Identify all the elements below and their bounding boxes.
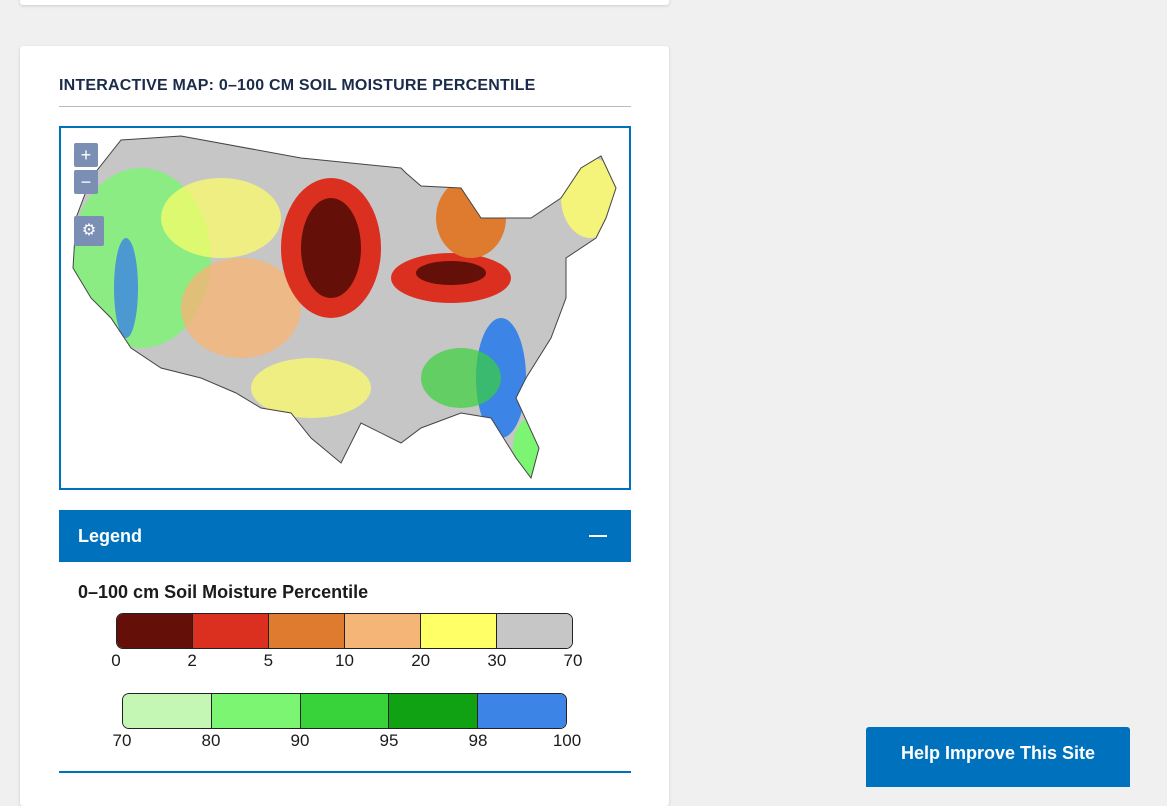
scale-swatch [421, 614, 497, 648]
scale-tick-label: 20 [411, 651, 431, 670]
scale-tick-label: 70 [563, 651, 583, 670]
legend-title: 0–100 cm Soil Moisture Percentile [78, 582, 369, 602]
us-map [72, 135, 617, 480]
zoom-in-button[interactable]: + [74, 143, 98, 167]
map-title: INTERACTIVE MAP: 0–100 CM SOIL MOISTURE … [59, 77, 536, 94]
scale-swatch [117, 614, 193, 648]
scale-tick-label: 70 [112, 731, 132, 750]
scale-swatch [211, 694, 301, 728]
wet-color-scale [122, 693, 567, 729]
us-outline [72, 135, 617, 480]
scale-tick-label: 10 [335, 651, 354, 670]
scale-tick-label: 2 [187, 651, 197, 670]
soil-moisture-map[interactable]: + − ⚙ [59, 126, 631, 490]
scale-tick-label: 80 [201, 731, 221, 750]
scale-swatch [345, 614, 421, 648]
zoom-out-button[interactable]: − [74, 170, 98, 194]
scale-tick-label: 5 [263, 651, 274, 670]
scale-tick-label: 30 [487, 651, 507, 670]
help-improve-button[interactable]: Help Improve This Site [866, 727, 1130, 787]
scale-swatch [193, 614, 269, 648]
divider [59, 106, 631, 107]
scale-swatch [389, 694, 479, 728]
divider [59, 771, 631, 773]
dry-color-scale [116, 613, 573, 649]
scale-tick-label: 100 [552, 731, 582, 750]
scale-swatch [300, 694, 390, 728]
legend-toggle[interactable]: Legend [59, 510, 631, 562]
scale-swatch [269, 614, 345, 648]
collapse-icon [589, 535, 607, 537]
scale-tick-label: 95 [379, 731, 399, 750]
previous-card [20, 0, 669, 5]
scale-tick-label: 0 [111, 651, 121, 670]
scale-swatch [478, 694, 566, 728]
scale-swatch [497, 614, 572, 648]
scale-tick-label: 90 [290, 731, 310, 750]
download-settings-button[interactable]: ⚙ [74, 216, 104, 246]
gear-download-icon: ⚙ [81, 222, 97, 239]
scale-swatch [123, 694, 212, 728]
scale-tick-label: 98 [468, 731, 488, 750]
legend-header: Legend [78, 526, 143, 546]
